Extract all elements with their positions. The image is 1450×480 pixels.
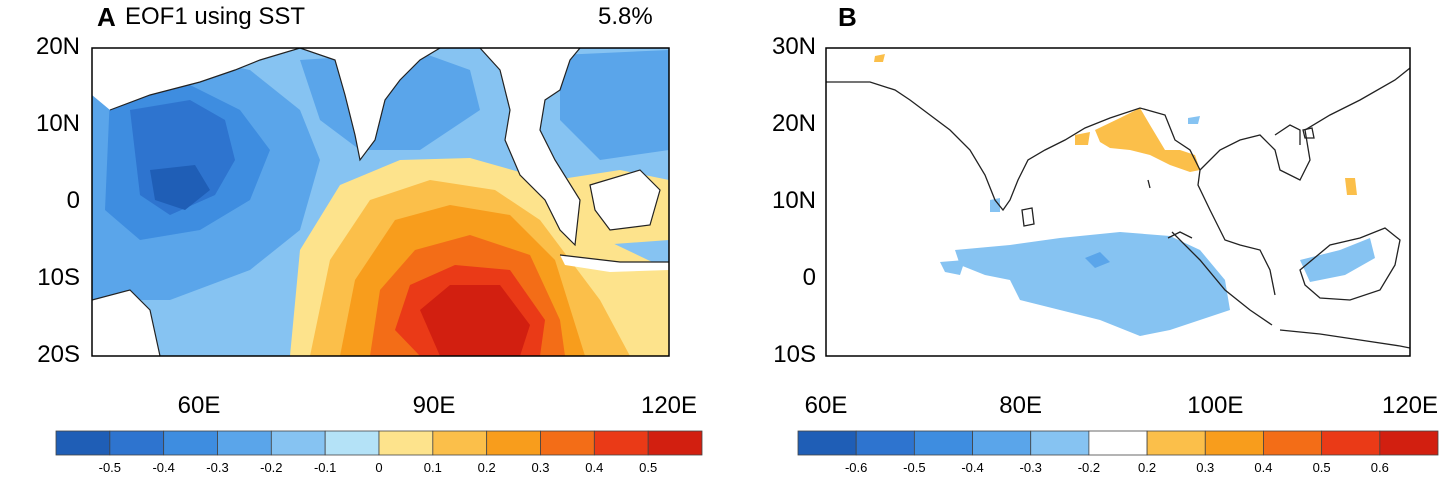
panel-b-lon-label: 120E xyxy=(1381,392,1439,419)
panel-b-colorbar-label: -0.5 xyxy=(903,460,926,475)
panel-a-lat-label: 10S xyxy=(37,264,80,291)
panel-a-lat-label: 20N xyxy=(35,33,80,60)
panel-b-lat-label: 30N xyxy=(771,33,816,60)
panel-b-field xyxy=(826,54,1410,349)
panel-a-colorbar-label: -0.5 xyxy=(98,460,122,475)
panel-a-colorbar-cell xyxy=(593,430,649,456)
panel-b-colorbar-label: -0.2 xyxy=(1077,460,1101,475)
panel-a-lon-label: 90E xyxy=(412,392,456,419)
panel-a-colorbar-label: 0.3 xyxy=(531,460,550,475)
panel-b-lat-label: 0 xyxy=(802,264,816,291)
panel-a-colorbar-cell xyxy=(324,430,380,456)
panel-a-lon-label: 60E xyxy=(177,392,221,419)
panel-a-colorbar-cell xyxy=(217,430,272,456)
panel-b-colorbar-cell xyxy=(1321,430,1381,456)
panel-b-frame xyxy=(825,47,1411,357)
panel-a-colorbar-cell xyxy=(432,430,488,456)
panel-a-colorbar-label: -0.2 xyxy=(260,460,283,475)
panel-a-frame xyxy=(91,47,670,357)
panel-a-colorbar-label: 0.1 xyxy=(423,460,442,475)
panel-b-colorbar-label: -0.3 xyxy=(1019,460,1042,475)
panel-b-colorbar-label: 0.3 xyxy=(1196,460,1215,475)
panel-b-lon-label: 60E xyxy=(804,392,848,419)
panel-a-lat-label: 10N xyxy=(35,110,80,137)
panel-a-colorbar-cell xyxy=(647,430,703,456)
panel-a-colorbar-cell xyxy=(540,430,595,456)
panel-b-colorbar-label: 0.5 xyxy=(1312,460,1331,475)
panel-a-colorbar-cell xyxy=(378,430,434,456)
panel-b-colorbar-cell xyxy=(913,430,973,456)
panel-a-colorbar-cell xyxy=(109,430,165,456)
panel-b-colorbar-cell xyxy=(1263,430,1323,456)
panel-a-lon-label: 120E xyxy=(640,392,698,419)
panel-b-colorbar-label: -0.4 xyxy=(961,460,984,475)
panel-a-colorbar-label: 0.2 xyxy=(477,460,496,475)
panel-a-colorbar-cell xyxy=(163,430,218,456)
panel-a-colorbar-label: -0.4 xyxy=(152,460,175,475)
panel-a-colorbar-label: 0 xyxy=(375,460,383,475)
panel-a-colorbar-label: -0.1 xyxy=(313,460,337,475)
panel-b-colorbar-cell xyxy=(1379,430,1439,456)
panel-a-lat-label: 0 xyxy=(66,187,80,214)
panel-b-lat-label: 10S xyxy=(773,341,816,368)
panel-b-colorbar-cell xyxy=(1146,430,1206,456)
panel-b-lat-label: 10N xyxy=(771,187,816,214)
panel-a-colorbar xyxy=(55,430,703,456)
panel-a-colorbar-label: 0.5 xyxy=(639,460,658,475)
panel-a-title: EOF1 using SST xyxy=(125,3,306,30)
panel-a-colorbar-label: 0.4 xyxy=(585,460,604,475)
panel-a-lat-label: 20S xyxy=(37,341,80,368)
panel-a-colorbar-cell xyxy=(270,430,326,456)
panel-b-colorbar-cell xyxy=(972,430,1032,456)
panel-b-colorbar-label: 0.2 xyxy=(1138,460,1157,475)
panel-b-colorbar-cell xyxy=(855,430,915,456)
panel-b-colorbar-cell xyxy=(1030,430,1090,456)
panel-a-colorbar-cell xyxy=(486,430,541,456)
panel-a-field xyxy=(92,48,669,356)
panel-b-colorbar-label: 0.4 xyxy=(1254,460,1273,475)
panel-b-lon-label: 80E xyxy=(999,392,1042,419)
panel-b-lon-label: 100E xyxy=(1187,392,1244,419)
panel-b-lat-label: 20N xyxy=(771,110,816,137)
panel-a-letter: A xyxy=(97,2,116,32)
panel-b-colorbar-label: -0.6 xyxy=(844,460,868,475)
panel-a-colorbar-label: -0.3 xyxy=(206,460,229,475)
panel-a-percent: 5.8% xyxy=(598,3,653,30)
panel-b-colorbar-label: 0.6 xyxy=(1370,460,1389,475)
panel-b-letter: B xyxy=(838,2,857,32)
panel-b-colorbar-cell xyxy=(1088,430,1148,456)
panel-b-colorbar xyxy=(797,430,1439,456)
panel-b-colorbar-cell xyxy=(1204,430,1264,456)
panel-a-colorbar-cell xyxy=(55,430,111,456)
panel-b-colorbar-cell xyxy=(797,430,857,456)
